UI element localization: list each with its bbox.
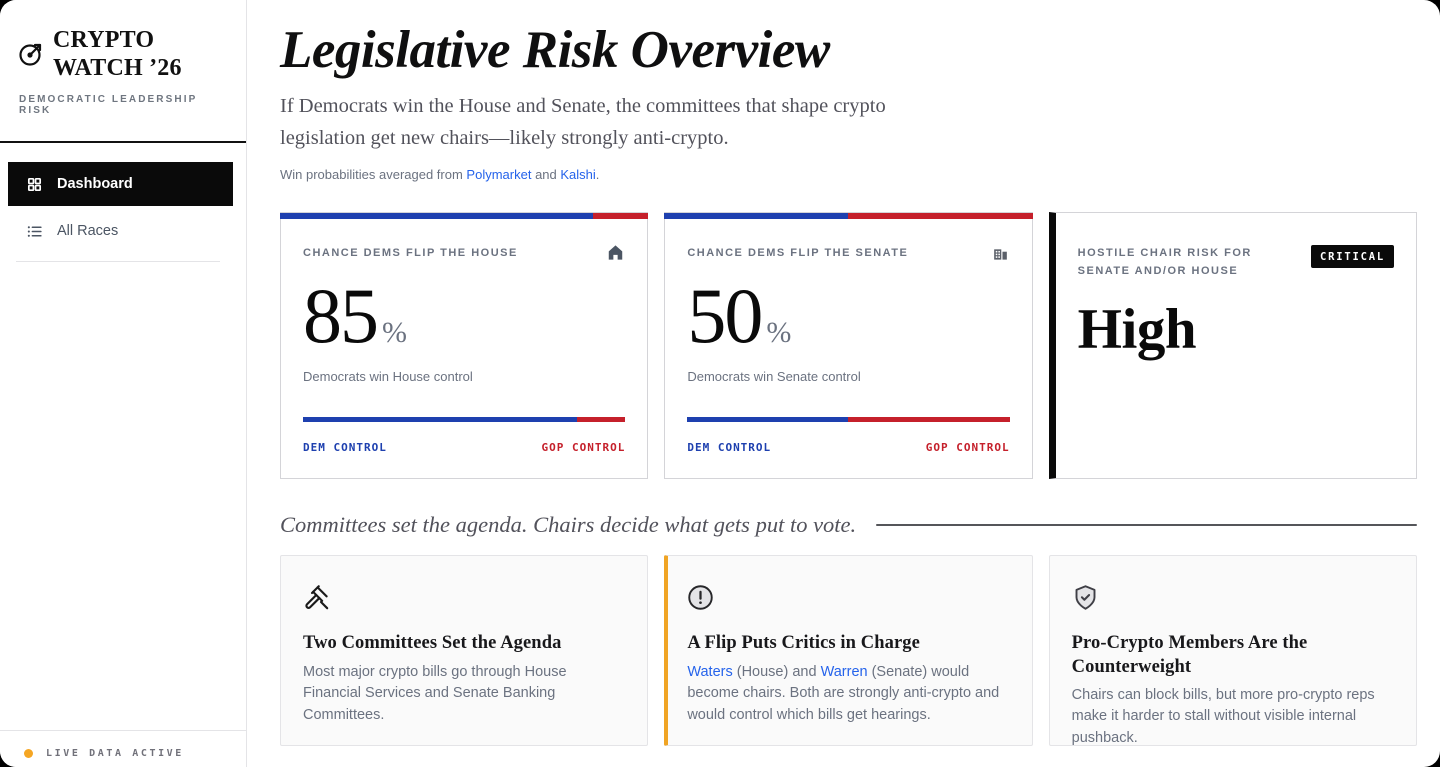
insight-body: Chairs can block bills, but more pro-cry… [1071,686,1375,746]
shield-check-icon [1075,585,1096,611]
waters-link[interactable]: Waters [687,663,733,680]
risk-level-value: High [1077,297,1197,361]
section-heading-rule [876,524,1417,527]
grid-icon [27,177,42,191]
bar-dem-segment [303,417,577,423]
insight-title: A Flip Puts Critics in Charge [687,633,920,654]
sidebar-nav: Dashboard All Races [0,143,246,263]
page-title: Legislative Risk Overview [280,21,830,79]
brand: CRYPTO WATCH ’26 [0,0,246,82]
critical-badge: CRITICAL [1311,245,1394,269]
alert-circle-icon [688,585,714,611]
committees-insight-card: Two Committees Set the Agenda Most major… [280,555,649,747]
brand-name: CRYPTO WATCH ’26 [53,26,182,82]
insight-body-text: (Senate) would become chairs. Both are s… [687,663,1000,723]
hostile-chair-risk-card: HOSTILE CHAIR RISK FOR SENATE AND/OR HOU… [1048,212,1417,480]
strip-dem-segment [664,213,849,220]
senate-flip-card: CHANCE DEMS FLIP THE SENATE 50 % [664,212,1033,480]
house-value: 85 % [303,277,625,355]
flip-critics-insight-card: A Flip Puts Critics in Charge Waters (Ho… [664,555,1033,747]
source-and: and [531,167,561,183]
brand-line1: CRYPTO [53,27,155,53]
live-status-dot [24,749,33,758]
house-icon [609,245,623,261]
insight-title: Pro-Crypto Members Are the Counterweight [1071,633,1308,677]
sidebar-item-dashboard[interactable]: Dashboard [8,162,233,207]
sidebar-item-label: All Races [57,223,119,240]
nav-divider [16,261,220,263]
source-note: Win probabilities averaged from Polymark… [280,167,1417,182]
senate-caption: Democrats win Senate control [687,369,861,385]
senate-value: 50 % [687,277,1009,355]
section-heading: Committees set the agenda. Chairs decide… [280,512,1417,538]
senate-top-strip [664,213,1033,220]
live-status-label: LIVE DATA ACTIVE [46,748,184,759]
insight-body: Waters (House) and Warren (Senate) would… [687,662,1009,726]
senate-card-label: CHANCE DEMS FLIP THE SENATE [687,247,909,260]
sidebar: CRYPTO WATCH ’26 DEMOCRATIC LEADERSHIP R… [0,0,247,767]
strip-dem-segment [280,213,594,220]
senate-percent-unit: % [766,316,792,350]
sidebar-item-label: Dashboard [57,176,133,193]
gop-control-label: GOP CONTROL [925,441,1010,455]
house-probability-bar [303,417,626,423]
bar-gop-segment [576,417,626,423]
strip-gop-segment [593,213,649,220]
brand-tagline: DEMOCRATIC LEADERSHIP RISK [19,94,198,117]
section-heading-text: Committees set the agenda. Chairs decide… [280,512,857,538]
source-prefix: Win probabilities averaged from [280,167,467,183]
house-top-strip [280,213,649,220]
strip-gop-segment [848,213,1033,220]
sidebar-item-all-races[interactable]: All Races [8,209,233,253]
house-percent-value: 85 [303,272,379,360]
page-subtitle: If Democrats win the House and Senate, t… [280,94,886,149]
sidebar-divider [0,141,246,144]
bar-dem-segment [687,417,849,423]
brand-line2: WATCH ’26 [53,55,182,82]
insight-body-text: (House) and [732,663,821,680]
insight-cards-row: Two Committees Set the Agenda Most major… [280,555,1417,747]
insight-body: Most major crypto bills go through House… [303,663,567,723]
risk-card-label: HOSTILE CHAIR RISK FOR SENATE AND/OR HOU… [1077,247,1252,278]
source-end: . [595,167,600,183]
metric-cards-row: CHANCE DEMS FLIP THE HOUSE 85 % Democrat… [280,212,1417,480]
senate-percent-value: 50 [687,272,763,360]
warren-link[interactable]: Warren [820,663,868,680]
dem-control-label: DEM CONTROL [303,441,387,455]
insight-title: Two Committees Set the Agenda [303,633,562,654]
bar-gop-segment [848,417,1010,423]
house-flip-card: CHANCE DEMS FLIP THE HOUSE 85 % Democrat… [280,212,649,480]
house-caption: Democrats win House control [303,369,473,385]
kalshi-link[interactable]: Kalshi [560,167,596,183]
counterweight-insight-card: Pro-Crypto Members Are the Counterweight… [1048,555,1417,747]
list-icon [27,225,42,237]
gop-control-label: GOP CONTROL [541,441,626,455]
senate-probability-bar [687,417,1010,423]
target-logo-icon [19,43,42,66]
house-percent-unit: % [382,316,407,350]
sidebar-footer: LIVE DATA ACTIVE [0,730,246,767]
dem-control-label: DEM CONTROL [687,441,772,455]
buildings-icon [993,249,1007,261]
polymarket-link[interactable]: Polymarket [466,167,532,183]
main-content: Legislative Risk Overview If Democrats w… [247,0,1440,767]
gavel-icon [305,585,329,610]
house-card-label: CHANCE DEMS FLIP THE HOUSE [303,247,518,260]
